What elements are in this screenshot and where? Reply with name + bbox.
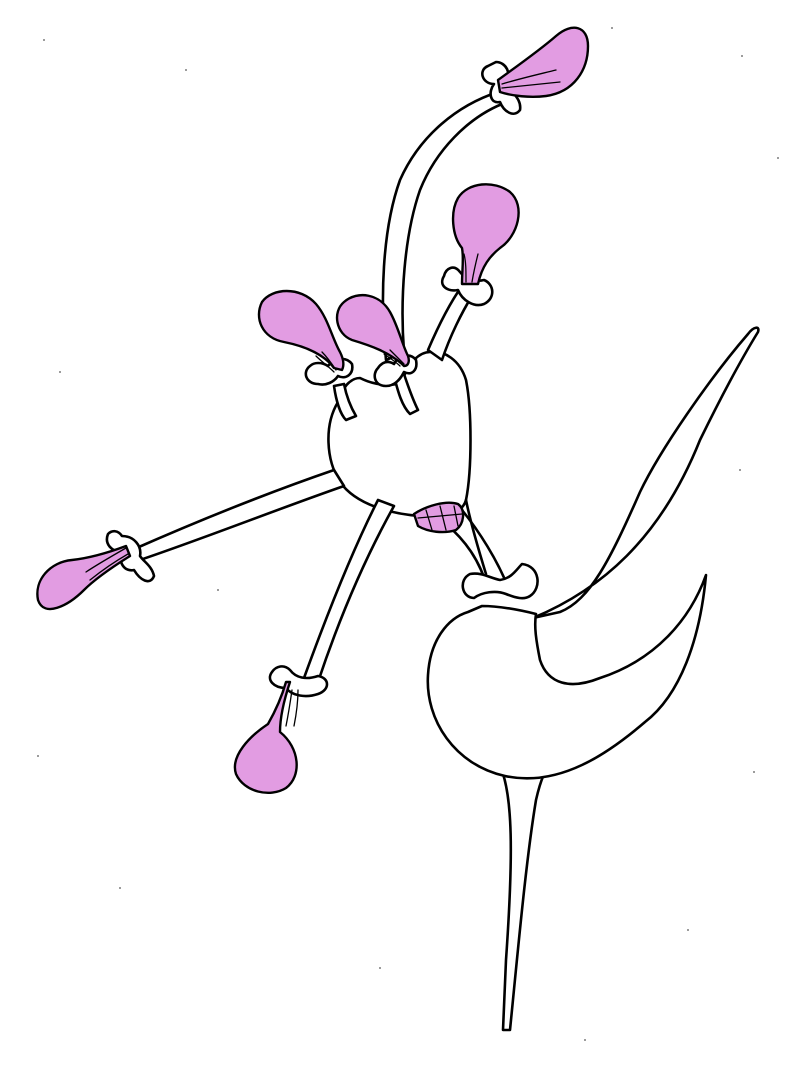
stalk-lower-left	[302, 498, 396, 684]
flower-upper-left-b	[335, 293, 410, 368]
flower-upper-left-a	[257, 289, 345, 373]
lower-sac	[426, 573, 708, 780]
outline-accent	[464, 498, 488, 576]
tail-leaf	[531, 326, 760, 620]
paper-specks	[37, 27, 779, 1041]
stalk-upper-left-b	[392, 372, 420, 416]
flower-left	[36, 544, 132, 611]
joint-bulb	[461, 562, 539, 600]
flower-upper-mid	[451, 183, 520, 286]
bud	[412, 501, 465, 534]
stalk-left	[130, 468, 346, 564]
flowers	[36, 26, 590, 795]
main-stem	[496, 758, 555, 1032]
flower-top-right	[496, 26, 590, 98]
flower-lower-left	[233, 680, 299, 795]
stalk-upper-left-a	[332, 382, 358, 422]
